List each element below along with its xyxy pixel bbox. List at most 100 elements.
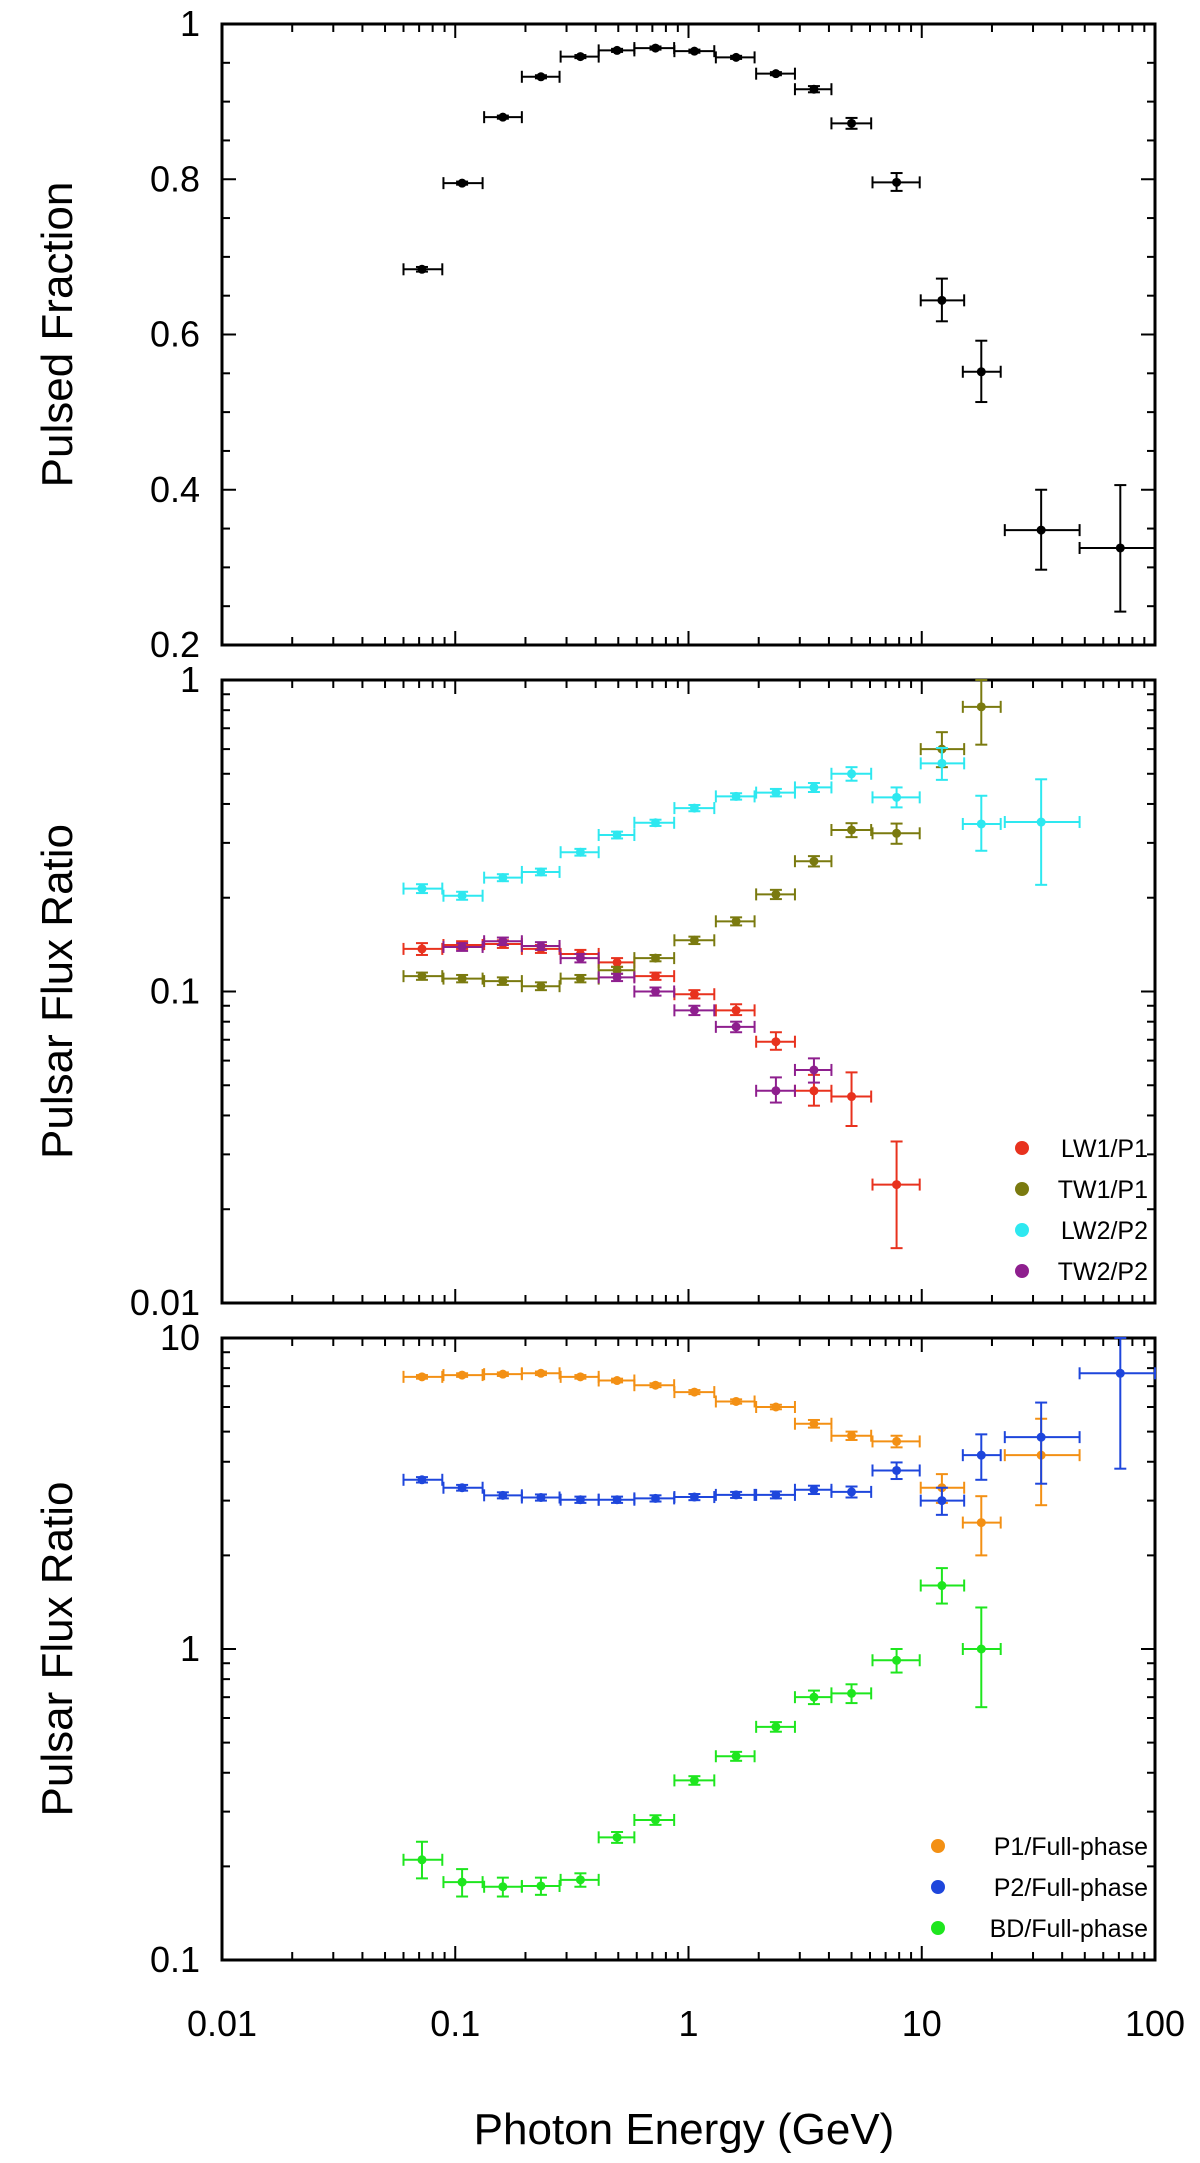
data-point <box>961 1495 1002 1557</box>
legend-marker <box>1015 1182 1029 1196</box>
data-marker <box>976 1644 986 1654</box>
data-point <box>597 1830 636 1844</box>
x-tick-label: 0.01 <box>187 2003 257 2044</box>
data-marker <box>937 1581 947 1591</box>
data-marker <box>498 936 508 946</box>
data-marker <box>417 1372 427 1382</box>
data-point <box>673 1004 716 1017</box>
data-marker <box>536 1493 546 1502</box>
data-marker <box>612 1832 622 1842</box>
data-point <box>961 339 1002 404</box>
data-marker <box>536 981 546 991</box>
data-marker <box>536 72 546 82</box>
data-point <box>559 1493 600 1506</box>
data-point <box>714 1750 756 1763</box>
legend: LW1/P1 TW1/P1 LW2/P2 TW2/P2 <box>1015 1135 1148 1286</box>
y-axis-title: Pulsed Fraction <box>33 182 82 488</box>
data-marker <box>417 971 427 981</box>
data-point <box>442 1481 484 1494</box>
data-point <box>559 952 600 965</box>
data-point <box>1003 488 1081 571</box>
data-marker <box>612 45 622 55</box>
data-marker <box>457 1877 467 1887</box>
data-point <box>442 889 484 902</box>
data-point <box>793 83 833 96</box>
legend-label: P1/Full-phase <box>994 1833 1148 1861</box>
data-point <box>402 1370 444 1383</box>
series-tw1-p1 <box>402 679 1002 993</box>
data-marker <box>651 1815 661 1825</box>
data-marker <box>498 976 508 986</box>
data-point <box>793 1689 833 1706</box>
data-marker <box>612 830 622 840</box>
y-tick-label: 0.8 <box>150 158 200 199</box>
data-marker <box>771 1086 781 1096</box>
data-point <box>714 1003 756 1017</box>
data-marker <box>457 178 467 188</box>
data-point <box>673 1491 716 1504</box>
data-point <box>830 1485 873 1499</box>
plot-frame <box>220 678 1157 1305</box>
legend-marker <box>1015 1141 1029 1155</box>
data-point <box>633 952 676 965</box>
data-marker <box>847 825 857 835</box>
data-marker <box>731 1490 741 1500</box>
data-point <box>559 50 600 63</box>
data-marker <box>457 891 467 901</box>
data-marker <box>417 1855 427 1865</box>
x-axis-title: Photon Energy (GeV) <box>474 2105 895 2154</box>
data-marker <box>976 367 986 377</box>
data-marker <box>498 1490 508 1500</box>
data-point <box>793 781 833 794</box>
data-point <box>793 1417 833 1430</box>
data-marker <box>457 1370 467 1380</box>
data-point <box>755 1400 796 1413</box>
flux-ratio-full-phase-panel: 0.1 1 10 Pulsar Flux Ratio P1/Full-phase P2/F… <box>33 1317 1157 1980</box>
data-point <box>793 855 833 868</box>
data-marker <box>651 1380 661 1390</box>
data-marker <box>417 884 427 894</box>
data-marker <box>457 974 467 984</box>
data-marker <box>937 1496 947 1506</box>
data-point <box>714 51 756 64</box>
data-point <box>830 1683 873 1705</box>
data-point <box>402 882 444 895</box>
y-tick-label: 0.1 <box>150 971 200 1012</box>
data-point <box>871 1648 921 1674</box>
data-point <box>755 888 796 901</box>
data-marker <box>575 1495 585 1505</box>
data-point <box>520 70 561 83</box>
data-point <box>520 980 561 993</box>
y-tick-label: 0.1 <box>150 1939 200 1980</box>
data-point <box>483 1489 523 1502</box>
data-point <box>673 988 716 1001</box>
data-marker <box>651 818 661 828</box>
data-point <box>597 971 636 984</box>
legend-label: TW2/P2 <box>1058 1258 1148 1286</box>
data-marker <box>651 971 661 981</box>
data-marker <box>847 1092 857 1102</box>
data-point <box>559 1872 600 1888</box>
data-marker <box>689 1775 699 1785</box>
data-marker <box>809 856 819 866</box>
data-marker <box>731 52 741 62</box>
data-point <box>830 822 873 839</box>
data-point <box>1078 1337 1156 1470</box>
legend-marker <box>931 1880 945 1894</box>
data-marker <box>689 935 699 945</box>
y-tick-label: 0.4 <box>150 469 200 510</box>
data-marker <box>1036 1432 1046 1442</box>
y-tick-label: 0.6 <box>150 314 200 355</box>
series-data <box>402 42 1156 613</box>
data-point <box>483 935 523 948</box>
data-layer <box>402 679 1081 1250</box>
data-marker <box>1036 525 1046 535</box>
legend-label: LW2/P2 <box>1061 1217 1148 1245</box>
data-layer <box>402 42 1156 613</box>
y-tick-label: 0.01 <box>130 1282 200 1323</box>
plot-frame <box>220 22 1157 647</box>
data-point <box>597 1374 636 1387</box>
data-point <box>871 1140 921 1250</box>
data-point <box>559 972 600 985</box>
